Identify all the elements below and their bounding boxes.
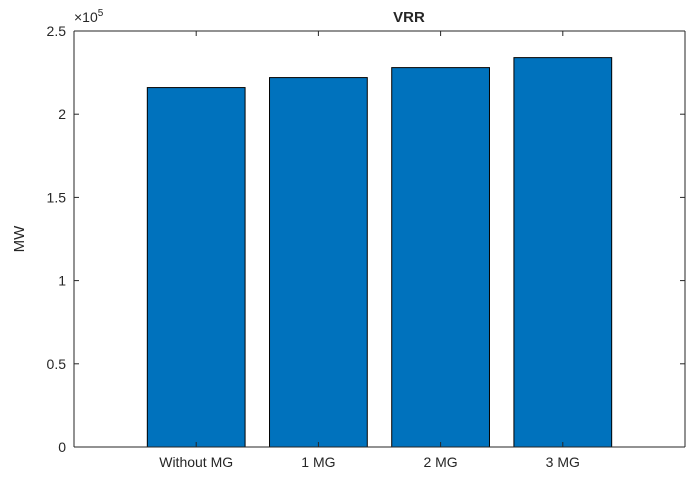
x-tick-label: Without MG bbox=[159, 454, 233, 470]
x-ticks-group: Without MG 1 MG 2 MG 3 MG bbox=[159, 31, 580, 470]
y-tick-label: 2 bbox=[58, 106, 66, 122]
y-ticks-group: 0 0.5 1 1.5 2 2.5 bbox=[47, 23, 685, 455]
x-tick-label: 1 MG bbox=[301, 454, 335, 470]
y-exponent-base: ×10 bbox=[74, 9, 98, 25]
bar-2-mg bbox=[391, 67, 490, 448]
y-tick-label: 1 bbox=[58, 273, 66, 289]
bar-1-mg bbox=[269, 77, 368, 448]
y-axis-label: MW bbox=[11, 225, 28, 252]
x-tick-label: 3 MG bbox=[546, 454, 580, 470]
axes-group bbox=[73, 30, 686, 448]
y-tick-label: 0.5 bbox=[47, 356, 67, 372]
y-tick-label: 1.5 bbox=[47, 189, 67, 205]
svg-text:×105: ×105 bbox=[74, 8, 104, 25]
bar-3-mg bbox=[513, 57, 613, 448]
chart-title: VRR bbox=[393, 9, 425, 26]
x-tick-label: 2 MG bbox=[423, 454, 457, 470]
y-tick-label: 0 bbox=[58, 439, 66, 455]
y-tick-label: 2.5 bbox=[47, 23, 67, 39]
y-exponent-power: 5 bbox=[98, 8, 104, 19]
bars-group bbox=[146, 57, 613, 448]
bar-without-mg bbox=[146, 87, 246, 448]
y-axis-exponent: ×105 bbox=[74, 8, 104, 25]
